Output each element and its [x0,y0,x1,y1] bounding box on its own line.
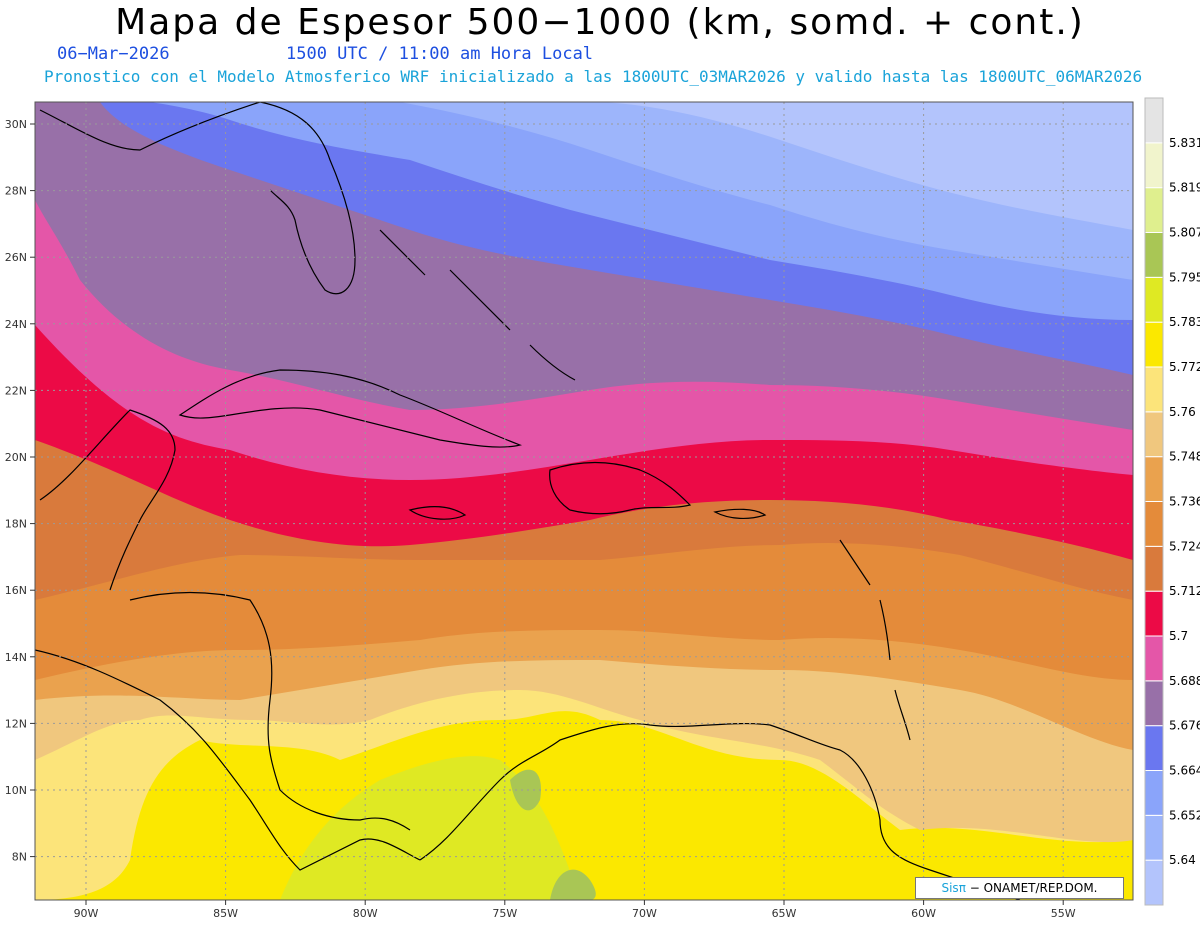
lon-tick-label: 90W [74,907,99,920]
legend-level-label: 5.795 [1169,270,1200,284]
graticule [35,102,1133,900]
legend-level-label: 5.712 [1169,584,1200,598]
lat-tick-label: 24N [5,318,27,331]
legend-swatch [1144,590,1164,637]
legend-level-label: 5.807 [1169,226,1200,240]
map-title: Mapa de Espesor 500−1000 (km, somd. + co… [115,2,1085,43]
legend-level-label: 5.819 [1169,181,1200,195]
coast-jamaica [408,506,467,520]
lat-tick-label: 12N [5,717,27,730]
lon-tick-label: 75W [492,907,517,920]
lon-tick-label: 60W [911,907,936,920]
credit-text: − ONAMET/REP.DOM. [965,881,1098,895]
legend-level-label: 5.724 [1169,539,1200,553]
coast-florida [259,102,356,295]
legend-level-label: 5.748 [1169,450,1200,464]
lon-tick-label: 55W [1051,907,1076,920]
lat-tick-label: 18N [5,518,27,531]
legend-swatch [1144,411,1164,458]
legend-swatch [1144,680,1164,727]
coast-lesser-antilles [839,539,911,741]
band-5628 [440,102,1133,230]
legend-frame [1144,97,1164,906]
lat-tick-label: 10N [5,784,27,797]
lon-tick-label: 65W [772,907,797,920]
coastlines [35,102,1021,900]
legend-swatch [1144,366,1164,413]
lat-tick-label: 8N [12,851,27,864]
map-frame [34,101,1134,901]
coast-cuba [178,369,523,448]
legend-level-label: 5.783 [1169,315,1200,329]
band-5795-south [510,769,541,811]
legend-level-label: 5.64 [1169,853,1196,867]
legend-swatch [1144,814,1164,861]
legend-level-label: 5.772 [1169,360,1200,374]
legend-level-label: 5.652 [1169,808,1200,822]
legend-level-label: 5.76 [1169,405,1196,419]
legend-level-label: 5.831 [1169,136,1200,150]
lon-tick-label: 70W [632,907,657,920]
legend-swatch [1144,232,1164,278]
coast-south-america [419,722,1021,900]
lat-tick-label: 22N [5,384,27,397]
legend-swatch [1144,859,1164,906]
thickness-field [35,102,1133,900]
legend-level-label: 5.664 [1169,764,1200,778]
valid-date: 06−Mar−2026 [57,44,170,64]
lat-tick-label: 16N [5,584,27,597]
color-legend: 5.64 5.652 5.664 5.676 5.688 5.7 5.712 5.724 5.7… [1144,97,1200,906]
legend-swatch [1144,635,1164,682]
legend-swatch [1144,770,1164,816]
lat-tick-label: 30N [5,118,27,131]
coast-gulf [39,102,261,151]
lon-tick-label: 85W [213,907,238,920]
legend-swatch [1144,725,1164,772]
credit-brand: Sisπ [941,881,966,895]
coast-puertorico [713,508,767,519]
coast-caribbean-ca [129,591,411,831]
legend-level-label: 5.736 [1169,495,1200,509]
lat-tick-label: 20N [5,451,27,464]
legend-swatch [1144,276,1164,323]
legend-swatch [1144,501,1164,547]
latitude-axis: 30N 28N 26N 24N 22N 20N 18N 16N 14N 12N 10N 8N [5,118,35,864]
forecast-note: Pronostico con el Modelo Atmosferico WRF… [44,67,1143,86]
legend-swatch [1144,545,1164,592]
coast-yucatan [39,409,176,591]
credit-box: Sisπ − ONAMET/REP.DOM. [915,877,1124,899]
legend-level-label: 5.7 [1169,629,1188,643]
legend-swatch [1144,142,1164,189]
lon-tick-label: 80W [353,907,378,920]
legend-swatch [1144,97,1164,144]
legend-swatch [1144,187,1164,234]
legend-swatch [1144,456,1164,502]
lat-tick-label: 26N [5,251,27,264]
lat-tick-label: 14N [5,651,27,664]
longitude-axis: 90W 85W 80W 75W 70W 65W 60W 55W [74,900,1076,920]
coast-central-america [35,649,421,871]
band-5795-south-b [550,869,596,900]
valid-time: 1500 UTC / 11:00 am Hora Local [286,44,594,64]
coast-hispaniola [549,461,692,515]
lat-tick-label: 28N [5,185,27,198]
legend-swatch [1144,321,1164,368]
legend-level-label: 5.676 [1169,719,1200,733]
legend-level-label: 5.688 [1169,674,1200,688]
